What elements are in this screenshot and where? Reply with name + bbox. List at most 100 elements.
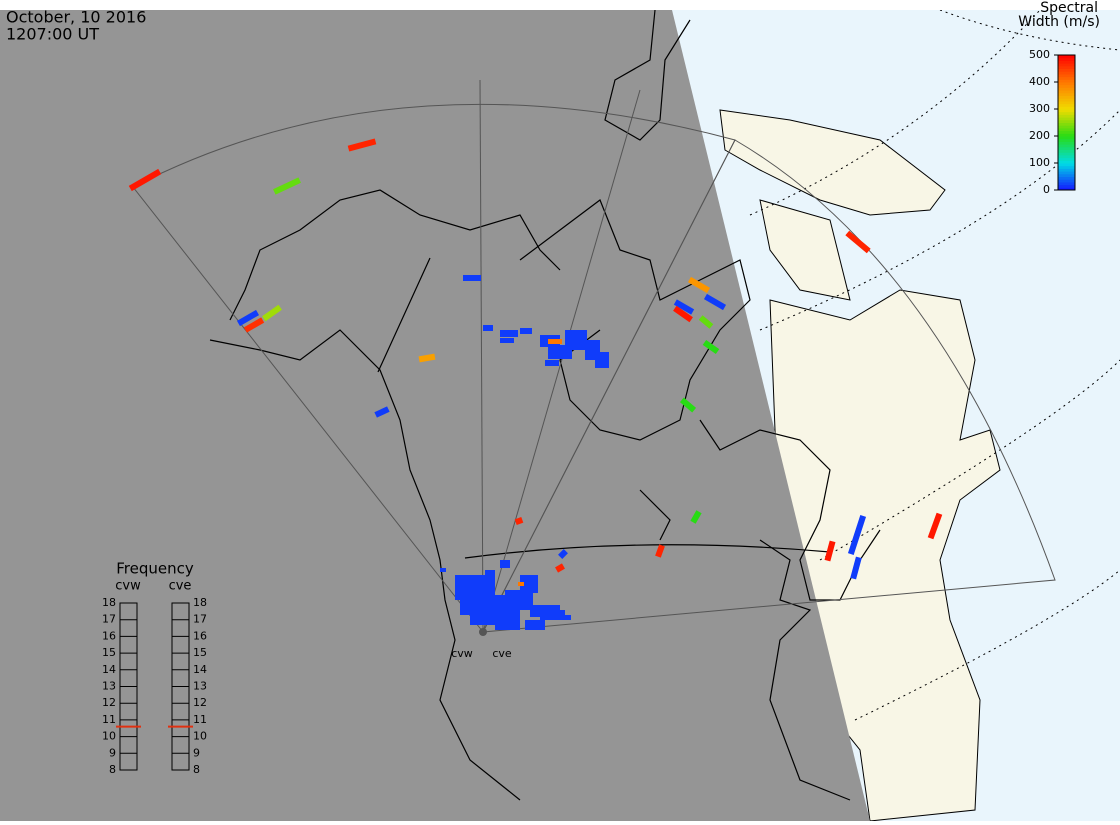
colorbar-segment [1058, 109, 1075, 113]
frequency-tick-label: 15 [102, 646, 116, 659]
time: 1207:00 UT [6, 25, 99, 44]
frequency-tick-label: 14 [102, 663, 116, 676]
radar-name: cve [169, 579, 192, 594]
colorbar-segment [1058, 149, 1075, 153]
echo [243, 317, 265, 333]
colorbar-title: Spectral [1040, 0, 1098, 16]
echo [687, 276, 711, 294]
frequency-tick-label: 10 [193, 730, 207, 743]
frequency-tick-label: 8 [193, 763, 200, 776]
echo [702, 339, 720, 355]
echo-cell [500, 330, 518, 337]
colorbar-segment [1058, 133, 1075, 137]
echo-cell [595, 352, 609, 368]
colorbar-tick-label: 500 [1029, 48, 1050, 61]
frequency-tick-label: 11 [193, 713, 207, 726]
frequency-tick-label: 12 [102, 696, 116, 709]
border [464, 544, 831, 559]
echo-cell [440, 568, 446, 572]
colorbar-segment [1058, 90, 1075, 94]
colorbar-segment [1058, 87, 1075, 91]
border [377, 257, 431, 373]
echo [845, 230, 871, 254]
echo [655, 544, 665, 558]
colorbar-segment [1058, 106, 1075, 110]
frequency-tick-label: 16 [193, 629, 207, 642]
echo [847, 515, 867, 555]
colorbar-segment [1058, 60, 1075, 64]
colorbar-segment [1058, 65, 1075, 69]
radar-site [479, 628, 487, 636]
colorbar-segment [1058, 165, 1075, 169]
echo-cell [520, 575, 538, 593]
field-of-view [132, 79, 1056, 633]
colorbar-tick-label: 100 [1029, 156, 1050, 169]
frequency-tick-label: 12 [193, 696, 207, 709]
echo-cell [548, 339, 562, 344]
colorbar-segment [1058, 103, 1075, 107]
colorbar-segment [1058, 184, 1075, 188]
coastlines [209, 9, 881, 801]
frequency-tick-label: 13 [102, 680, 116, 693]
colorbar-segment [1058, 111, 1075, 115]
colorbar-segment [1058, 163, 1075, 167]
colorbar-segment [1058, 98, 1075, 102]
colorbar-segment [1058, 73, 1075, 78]
echo [850, 556, 862, 580]
colorbar-segment [1058, 95, 1075, 99]
frequency-tick-label: 17 [193, 613, 207, 626]
echo-cell [485, 570, 495, 576]
colorbar-segment [1058, 173, 1075, 177]
echo-cell [525, 620, 545, 630]
colorbar-segment [1058, 114, 1075, 118]
echo [703, 293, 727, 311]
frequency-tick-label: 11 [102, 713, 116, 726]
colorbar-tick-label: 0 [1043, 183, 1050, 196]
colorbar-segment [1058, 138, 1075, 142]
colorbar-segment [1058, 84, 1075, 88]
echo [558, 549, 568, 559]
echo [514, 516, 524, 526]
echo [463, 275, 481, 281]
colorbar-segment [1058, 154, 1075, 159]
echo-cell [500, 338, 514, 343]
colorbar-segment [1058, 136, 1075, 140]
echo-cell [470, 610, 500, 625]
land-day [719, 109, 1001, 822]
colorbar-segment [1058, 117, 1075, 121]
frequency-tick-label: 14 [193, 663, 207, 676]
colorbar-segment [1058, 127, 1075, 132]
frequency-tick-label: 10 [102, 730, 116, 743]
frequency-tick-label: 8 [109, 763, 116, 776]
date: October, 10 2016 [6, 8, 146, 27]
frequency-title: Frequency [116, 560, 194, 578]
echo [236, 309, 260, 327]
colorbar-segment [1058, 100, 1075, 105]
echo-cell [540, 610, 565, 620]
site-label: cve [492, 647, 512, 660]
colorbar-segment [1058, 82, 1075, 86]
colorbar-segment [1058, 57, 1075, 61]
echo-cell [505, 590, 533, 610]
colorbar-segment [1058, 171, 1075, 175]
colorbar-segment [1058, 181, 1075, 186]
colorbar-segment [1058, 125, 1075, 129]
top-strip [0, 0, 1120, 10]
colorbar-segment [1058, 130, 1075, 134]
colorbar-segment [1058, 141, 1075, 145]
echo-cell [518, 582, 524, 586]
frequency-tick-label: 13 [193, 680, 207, 693]
echo [555, 563, 565, 573]
site-label: cvw [451, 647, 473, 660]
echo-cell [520, 328, 532, 334]
colorbar-segment [1058, 160, 1075, 164]
colorbar-tick-label: 300 [1029, 102, 1050, 115]
frequency-tick-label: 9 [193, 746, 200, 759]
echo [374, 406, 390, 418]
echo [347, 138, 377, 152]
colorbar-segment [1058, 176, 1075, 180]
echo-cell [483, 325, 493, 331]
colorbar-segment [1058, 168, 1075, 172]
colorbar-segment [1058, 146, 1075, 150]
echo [927, 512, 943, 540]
